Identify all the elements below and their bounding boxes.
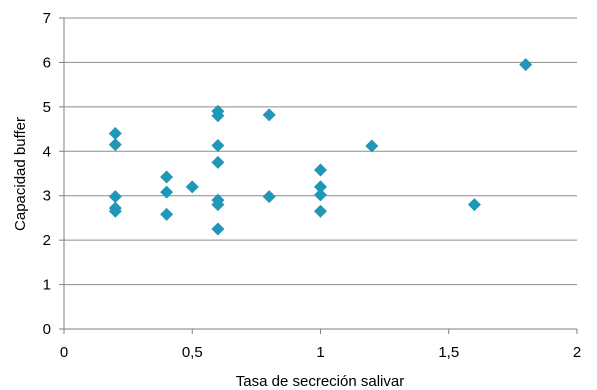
y-tick-label: 2 <box>43 232 51 249</box>
data-point <box>314 188 327 202</box>
data-point <box>262 190 276 204</box>
data-point <box>108 204 122 218</box>
data-point <box>211 139 225 153</box>
data-point <box>160 207 174 221</box>
data-points <box>108 58 533 236</box>
x-tick-label: 0,5 <box>182 344 203 361</box>
data-point <box>108 190 122 204</box>
y-tick-label: 6 <box>43 54 51 71</box>
data-point <box>211 109 225 123</box>
data-point <box>314 180 327 194</box>
x-tick-label: 0 <box>60 344 68 361</box>
data-point <box>108 138 122 152</box>
data-point <box>160 170 174 184</box>
x-tick-label: 1 <box>316 344 324 361</box>
y-tick-label: 0 <box>43 321 51 338</box>
data-point <box>519 58 533 72</box>
y-tick-label: 7 <box>43 10 51 27</box>
y-axis-title: Capacidad buffer <box>12 117 29 231</box>
x-tick-label: 1,5 <box>438 344 459 361</box>
data-point <box>365 139 379 153</box>
data-point <box>211 155 225 169</box>
y-tick-label: 3 <box>43 188 51 205</box>
data-point <box>467 198 481 212</box>
data-point <box>185 180 199 194</box>
y-tick-label: 1 <box>43 277 51 294</box>
y-tick-label: 4 <box>43 143 51 160</box>
axes <box>59 17 578 334</box>
data-point <box>160 185 174 199</box>
data-point <box>314 163 327 177</box>
data-point <box>108 127 122 141</box>
data-point <box>211 222 225 236</box>
x-tick-label: 2 <box>573 344 581 361</box>
x-axis-title: Tasa de secreción salivar <box>236 373 404 390</box>
gridlines <box>64 17 577 286</box>
data-point <box>314 204 327 218</box>
tick-labels: 0 1 2 3 4 5 6 7 0 0,5 1 1,5 2 <box>43 10 582 361</box>
data-point <box>211 198 225 212</box>
y-tick-label: 5 <box>43 99 51 116</box>
data-point <box>262 108 276 122</box>
